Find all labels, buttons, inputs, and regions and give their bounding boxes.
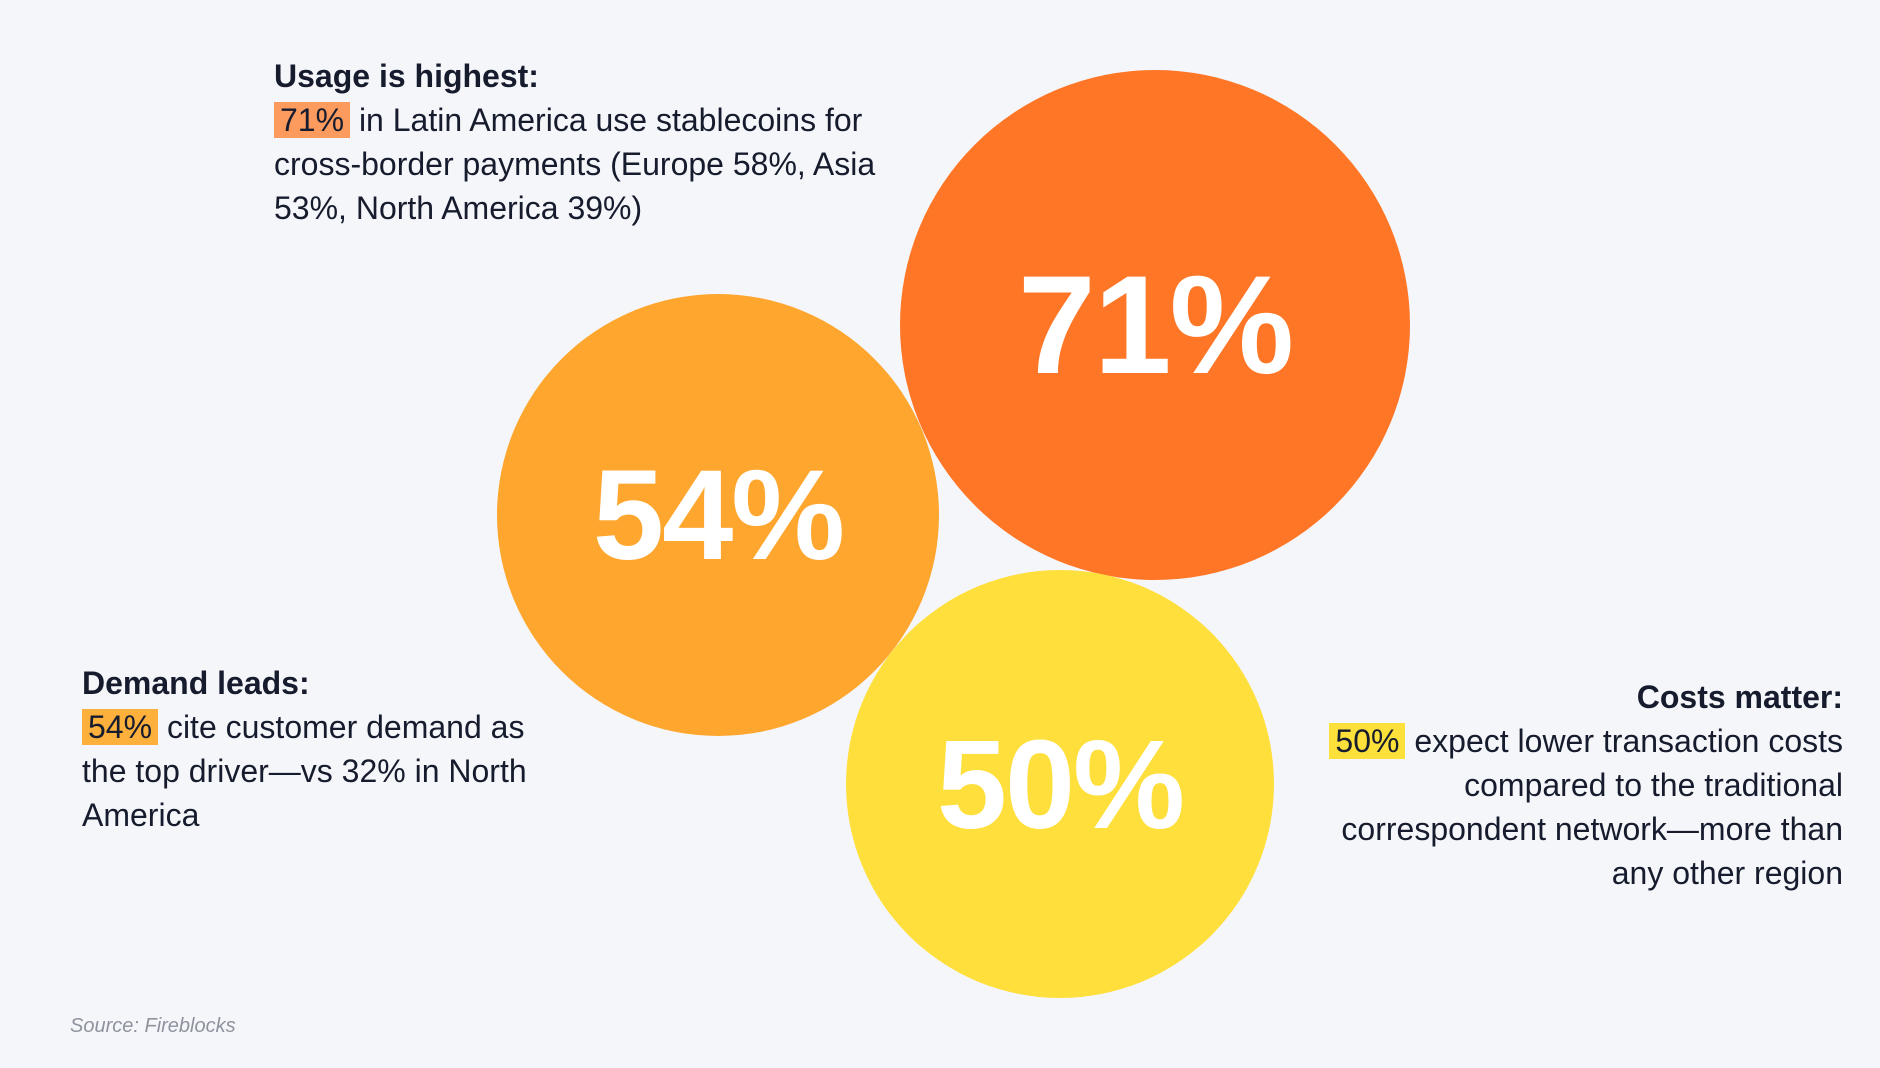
callout-demand: Demand leads: 54% cite customer demand a… [82,661,562,837]
bubble-50: 50% [846,570,1274,998]
callout-usage-heading: Usage is highest: [274,58,539,94]
callout-demand-heading: Demand leads: [82,665,310,701]
callout-usage: Usage is highest: 71% in Latin America u… [274,54,914,230]
callout-costs: Costs matter: 50% expect lower transacti… [1283,675,1843,895]
callout-usage-text: in Latin America use stablecoins for cro… [274,102,876,226]
callout-costs-highlight: 50% [1329,723,1406,759]
callout-demand-text: cite customer demand as the top driver—v… [82,709,527,833]
bubble-71: 71% [900,70,1410,580]
source-note: Source: Fireblocks [70,1015,236,1037]
bubble-71-label: 71% [1017,246,1294,403]
bubble-54-label: 54% [592,443,845,587]
callout-costs-heading: Costs matter: [1636,679,1843,715]
callout-demand-highlight: 54% [82,709,159,745]
callout-usage-highlight: 71% [274,102,351,138]
bubble-50-label: 50% [936,713,1185,855]
callout-costs-text: expect lower transaction costs compared … [1341,723,1843,891]
bubble-54: 54% [497,294,939,736]
